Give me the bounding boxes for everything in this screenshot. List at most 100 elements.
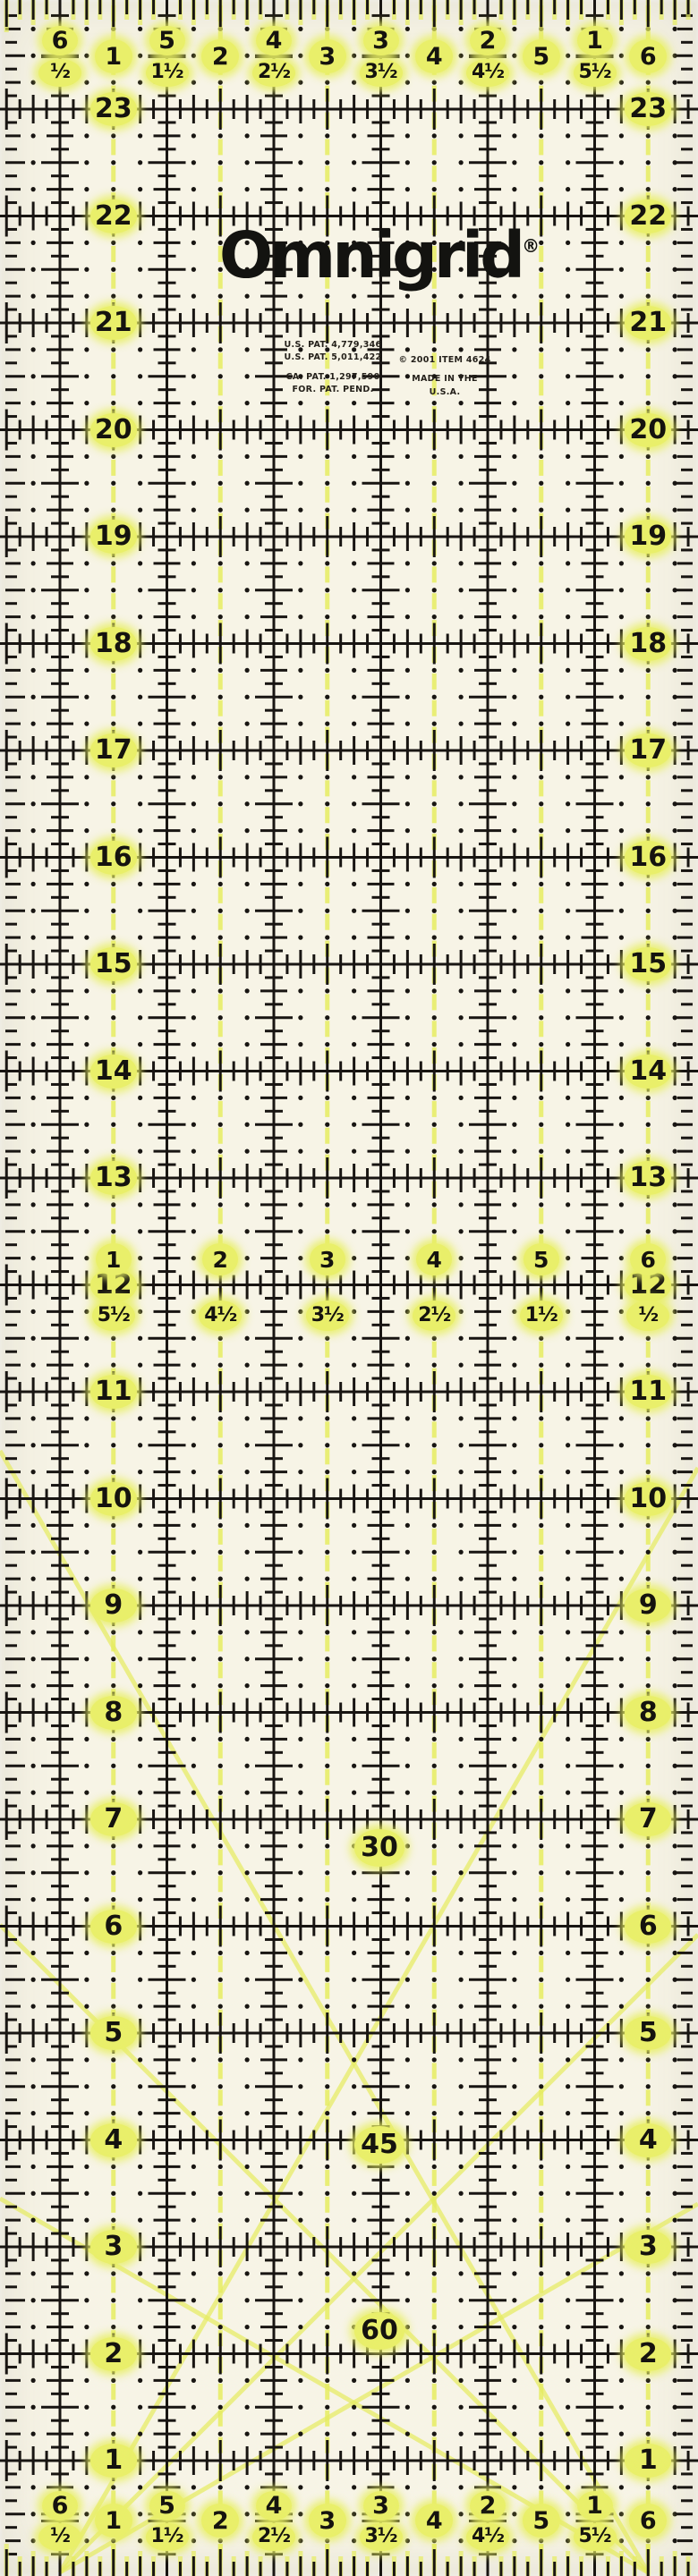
edge-label-left-7: 7	[89, 1802, 137, 1836]
edge-label-right-13: 13	[625, 1161, 672, 1195]
spacer	[398, 367, 490, 373]
top-pair-whole-2: 2	[470, 25, 506, 55]
edge-label-right-6: 6	[625, 1909, 672, 1944]
registered-mark-icon: ®	[522, 235, 541, 257]
patent-line: CA. PAT. 1,297,590	[285, 371, 380, 382]
edge-label-right-21: 21	[625, 306, 672, 340]
edge-label-left-5: 5	[89, 2016, 137, 2050]
middle-fraction-5: 1½	[519, 1301, 563, 1331]
edge-label-left-15: 15	[89, 947, 137, 981]
top-unit-1: 1	[94, 39, 132, 73]
patent-text: U.S. PAT. 4,779,346 U.S. PAT. 5,011,422 …	[285, 339, 382, 396]
made-in-line: U.S.A.	[429, 386, 461, 397]
top-unit-2: 2	[201, 39, 240, 73]
top-unit-5: 5	[522, 39, 560, 73]
edge-label-left-9: 9	[89, 1589, 137, 1623]
edge-label-left-11: 11	[89, 1375, 137, 1409]
edge-label-right-12: 12	[625, 1267, 672, 1302]
angle-label-45: 45	[354, 2126, 404, 2164]
brand-logo: Omnigrid®	[219, 218, 540, 292]
edge-label-right-17: 17	[625, 733, 672, 767]
bottom-pair-fraction: 3½	[359, 2522, 403, 2551]
bottom-pair-whole-2: 2	[470, 2490, 506, 2521]
middle-fraction-1: 5½	[91, 1301, 135, 1331]
bottom-pair-fraction: 5½	[573, 2522, 617, 2551]
top-unit-3: 3	[308, 39, 346, 73]
bottom-unit-5: 5	[522, 2504, 560, 2538]
bottom-pair-whole-3: 3	[362, 2490, 399, 2521]
spacer	[285, 365, 382, 371]
bottom-pair-fraction: ½	[38, 2522, 81, 2551]
edge-label-left-19: 19	[89, 520, 137, 554]
made-in-line: MADE IN THE	[412, 374, 478, 385]
edge-label-right-2: 2	[625, 2336, 672, 2371]
edge-label-left-21: 21	[89, 306, 137, 340]
patent-line: FOR. PAT. PEND.	[292, 384, 374, 394]
middle-unit-5: 5	[523, 1243, 559, 1275]
edge-label-right-10: 10	[625, 1481, 672, 1516]
bottom-unit-3: 3	[308, 2504, 346, 2538]
edge-label-left-2: 2	[89, 2336, 137, 2371]
bottom-unit-2: 2	[201, 2504, 240, 2538]
edge-label-left-14: 14	[89, 1054, 137, 1089]
edge-label-left-1: 1	[89, 2444, 137, 2478]
top-pair-fraction: 4½	[466, 58, 509, 87]
top-pair-whole-5: 5	[149, 25, 185, 55]
bottom-pair-fraction: 1½	[145, 2522, 189, 2551]
middle-fraction-4: 2½	[413, 1301, 456, 1331]
angle-label-60: 60	[354, 2312, 404, 2350]
angle-label-30: 30	[354, 1829, 404, 1867]
edge-label-left-6: 6	[89, 1909, 137, 1944]
middle-unit-6: 6	[630, 1243, 667, 1275]
edge-label-right-14: 14	[625, 1054, 672, 1089]
middle-fraction-2: 4½	[199, 1301, 243, 1331]
edge-label-left-22: 22	[89, 199, 137, 233]
middle-unit-2: 2	[202, 1243, 239, 1275]
edge-label-left-10: 10	[89, 1481, 137, 1516]
middle-unit-1: 1	[95, 1243, 132, 1275]
bottom-pair-whole-4: 4	[256, 2490, 292, 2521]
edge-label-left-18: 18	[89, 626, 137, 661]
edge-label-right-8: 8	[625, 1695, 672, 1730]
edge-label-left-17: 17	[89, 733, 137, 767]
middle-unit-4: 4	[416, 1243, 453, 1275]
bottom-pair-fraction: 2½	[252, 2522, 295, 2551]
edge-label-left-3: 3	[89, 2230, 137, 2264]
middle-unit-3: 3	[309, 1243, 345, 1275]
edge-label-left-4: 4	[89, 2123, 137, 2157]
edge-label-right-20: 20	[625, 412, 672, 447]
bottom-pair-whole-1: 1	[576, 2490, 613, 2521]
top-pair-whole-1: 1	[576, 25, 613, 55]
edge-label-right-11: 11	[625, 1375, 672, 1409]
middle-fraction-3: 3½	[305, 1301, 349, 1331]
edge-label-right-23: 23	[625, 92, 672, 126]
edge-label-left-8: 8	[89, 1695, 137, 1730]
edge-label-right-15: 15	[625, 947, 672, 981]
edge-label-right-9: 9	[625, 1589, 672, 1623]
patent-line: U.S. PAT. 4,779,346	[284, 340, 382, 350]
bottom-unit-6: 6	[629, 2504, 668, 2538]
top-pair-whole-3: 3	[362, 25, 399, 55]
bottom-pair-whole-6: 6	[42, 2490, 78, 2521]
top-pair-whole-4: 4	[256, 25, 292, 55]
top-pair-fraction: 3½	[359, 58, 403, 87]
patent-line: U.S. PAT. 5,011,422	[284, 352, 382, 363]
copyright-item-text: © 2001 ITEM 4624	[398, 355, 491, 365]
top-pair-fraction: ½	[38, 58, 81, 87]
edge-label-right-22: 22	[625, 199, 672, 233]
bottom-pair-fraction: 4½	[466, 2522, 509, 2551]
edge-label-right-4: 4	[625, 2123, 672, 2157]
edge-label-left-16: 16	[89, 840, 137, 875]
edge-label-right-3: 3	[625, 2230, 672, 2264]
bottom-pair-whole-5: 5	[149, 2490, 185, 2521]
edge-label-right-5: 5	[625, 2016, 672, 2050]
top-unit-4: 4	[415, 39, 454, 73]
edge-label-left-20: 20	[89, 412, 137, 447]
edge-label-left-12: 12	[89, 1267, 137, 1302]
edge-label-right-7: 7	[625, 1802, 672, 1836]
edge-label-right-19: 19	[625, 520, 672, 554]
bottom-unit-4: 4	[415, 2504, 454, 2538]
edge-label-right-1: 1	[625, 2444, 672, 2478]
